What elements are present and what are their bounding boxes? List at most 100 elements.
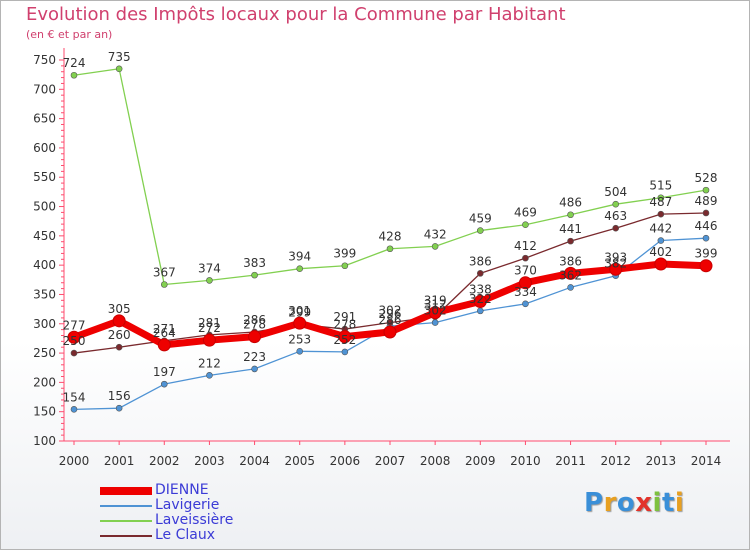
data-label: 393: [604, 250, 627, 264]
data-label: 374: [198, 261, 221, 275]
data-label: 428: [379, 230, 402, 244]
data-point: [251, 365, 258, 373]
data-point: [522, 221, 529, 229]
data-point: [567, 284, 574, 291]
data-point: [476, 270, 484, 277]
logo-letter: r: [603, 488, 617, 518]
data-point: [341, 348, 349, 356]
x-tick-label: 2012: [600, 454, 631, 468]
legend-item: DIENNE: [100, 482, 280, 498]
x-tick-label: 2001: [104, 454, 135, 468]
x-tick-label: 2003: [194, 454, 225, 468]
data-point: [112, 314, 126, 328]
x-tick-label: 2010: [510, 454, 541, 468]
data-label: 367: [153, 265, 176, 279]
x-tick-label: 2004: [239, 454, 270, 468]
chart-subtitle: (en € et par an): [26, 28, 113, 41]
legend-item: Lavigerie: [100, 497, 280, 513]
data-label: 260: [108, 328, 131, 342]
data-point: [70, 71, 78, 79]
data-label: 724: [63, 56, 86, 70]
data-label: 286: [379, 313, 402, 327]
data-label: 319: [424, 294, 447, 308]
data-label: 399: [333, 247, 356, 261]
data-point: [522, 254, 529, 262]
x-tick-label: 2007: [375, 454, 406, 468]
data-point: [522, 300, 529, 308]
data-point: [70, 406, 78, 413]
data-label: 299: [288, 305, 311, 319]
legend-label: DIENNE: [155, 482, 209, 498]
logo-letter: i: [652, 488, 662, 518]
data-label: 278: [333, 318, 356, 332]
data-point: [567, 237, 574, 245]
data-label: 504: [604, 185, 627, 199]
x-tick-label: 2006: [330, 454, 361, 468]
y-tick-label: 400: [33, 258, 56, 272]
proxiti-logo: Proxiti: [584, 488, 684, 518]
data-label: 250: [63, 334, 86, 348]
legend-swatch: [100, 535, 152, 537]
data-label: 383: [243, 256, 266, 270]
y-tick-label: 500: [33, 200, 56, 214]
data-point: [518, 276, 532, 290]
logo-letter: i: [674, 488, 685, 518]
data-label: 386: [559, 254, 582, 268]
data-label: 271: [153, 322, 176, 336]
data-point: [702, 209, 710, 217]
data-label: 154: [63, 390, 86, 404]
data-point: [473, 294, 487, 308]
data-label: 370: [514, 264, 537, 278]
chart-title: Evolution des Impôts locaux pour la Comm…: [26, 4, 566, 25]
data-point: [115, 343, 123, 351]
data-point: [160, 380, 168, 388]
data-label: 253: [288, 332, 311, 346]
data-point: [341, 262, 349, 270]
data-label: 469: [514, 206, 537, 220]
data-point: [657, 210, 665, 218]
data-label: 441: [559, 222, 582, 236]
legend-label: Laveissière: [155, 512, 234, 528]
data-point: [564, 266, 578, 280]
data-point: [702, 186, 710, 194]
y-tick-label: 650: [33, 112, 56, 126]
data-point: [431, 243, 439, 250]
data-label: 302: [379, 304, 402, 318]
legend-item: Laveissière: [100, 512, 280, 528]
data-label: 264: [153, 326, 176, 340]
legend-label: Lavigerie: [155, 497, 220, 513]
data-point: [476, 227, 484, 234]
data-label: 394: [288, 250, 311, 264]
data-label: 296: [379, 307, 402, 321]
data-label: 305: [108, 302, 131, 316]
legend: DIENNE Lavigerie Laveissière Le Claux: [100, 482, 280, 543]
data-label: 487: [649, 195, 672, 209]
data-label: 338: [469, 282, 492, 296]
x-tick-label: 2011: [555, 454, 586, 468]
data-point: [657, 237, 665, 244]
legend-item: Le Claux: [100, 527, 280, 543]
x-tick-label: 2013: [646, 454, 677, 468]
data-point: [612, 200, 620, 208]
data-point: [160, 281, 168, 288]
data-point: [476, 307, 484, 315]
data-label: 463: [604, 209, 627, 223]
data-label: 515: [649, 179, 672, 193]
data-label: 446: [695, 219, 718, 233]
y-tick-label: 700: [33, 82, 56, 96]
data-point: [431, 319, 439, 326]
logo-letter: x: [635, 488, 653, 518]
x-tick-label: 2008: [420, 454, 451, 468]
legend-swatch: [100, 487, 152, 495]
y-tick-label: 450: [33, 229, 56, 243]
data-label: 322: [469, 292, 492, 306]
data-label: 489: [695, 194, 718, 208]
data-point: [293, 316, 307, 330]
data-point: [702, 234, 710, 242]
data-label: 156: [108, 389, 131, 403]
data-label: 281: [198, 316, 221, 330]
y-tick-label: 550: [33, 170, 56, 184]
data-point: [386, 245, 394, 253]
